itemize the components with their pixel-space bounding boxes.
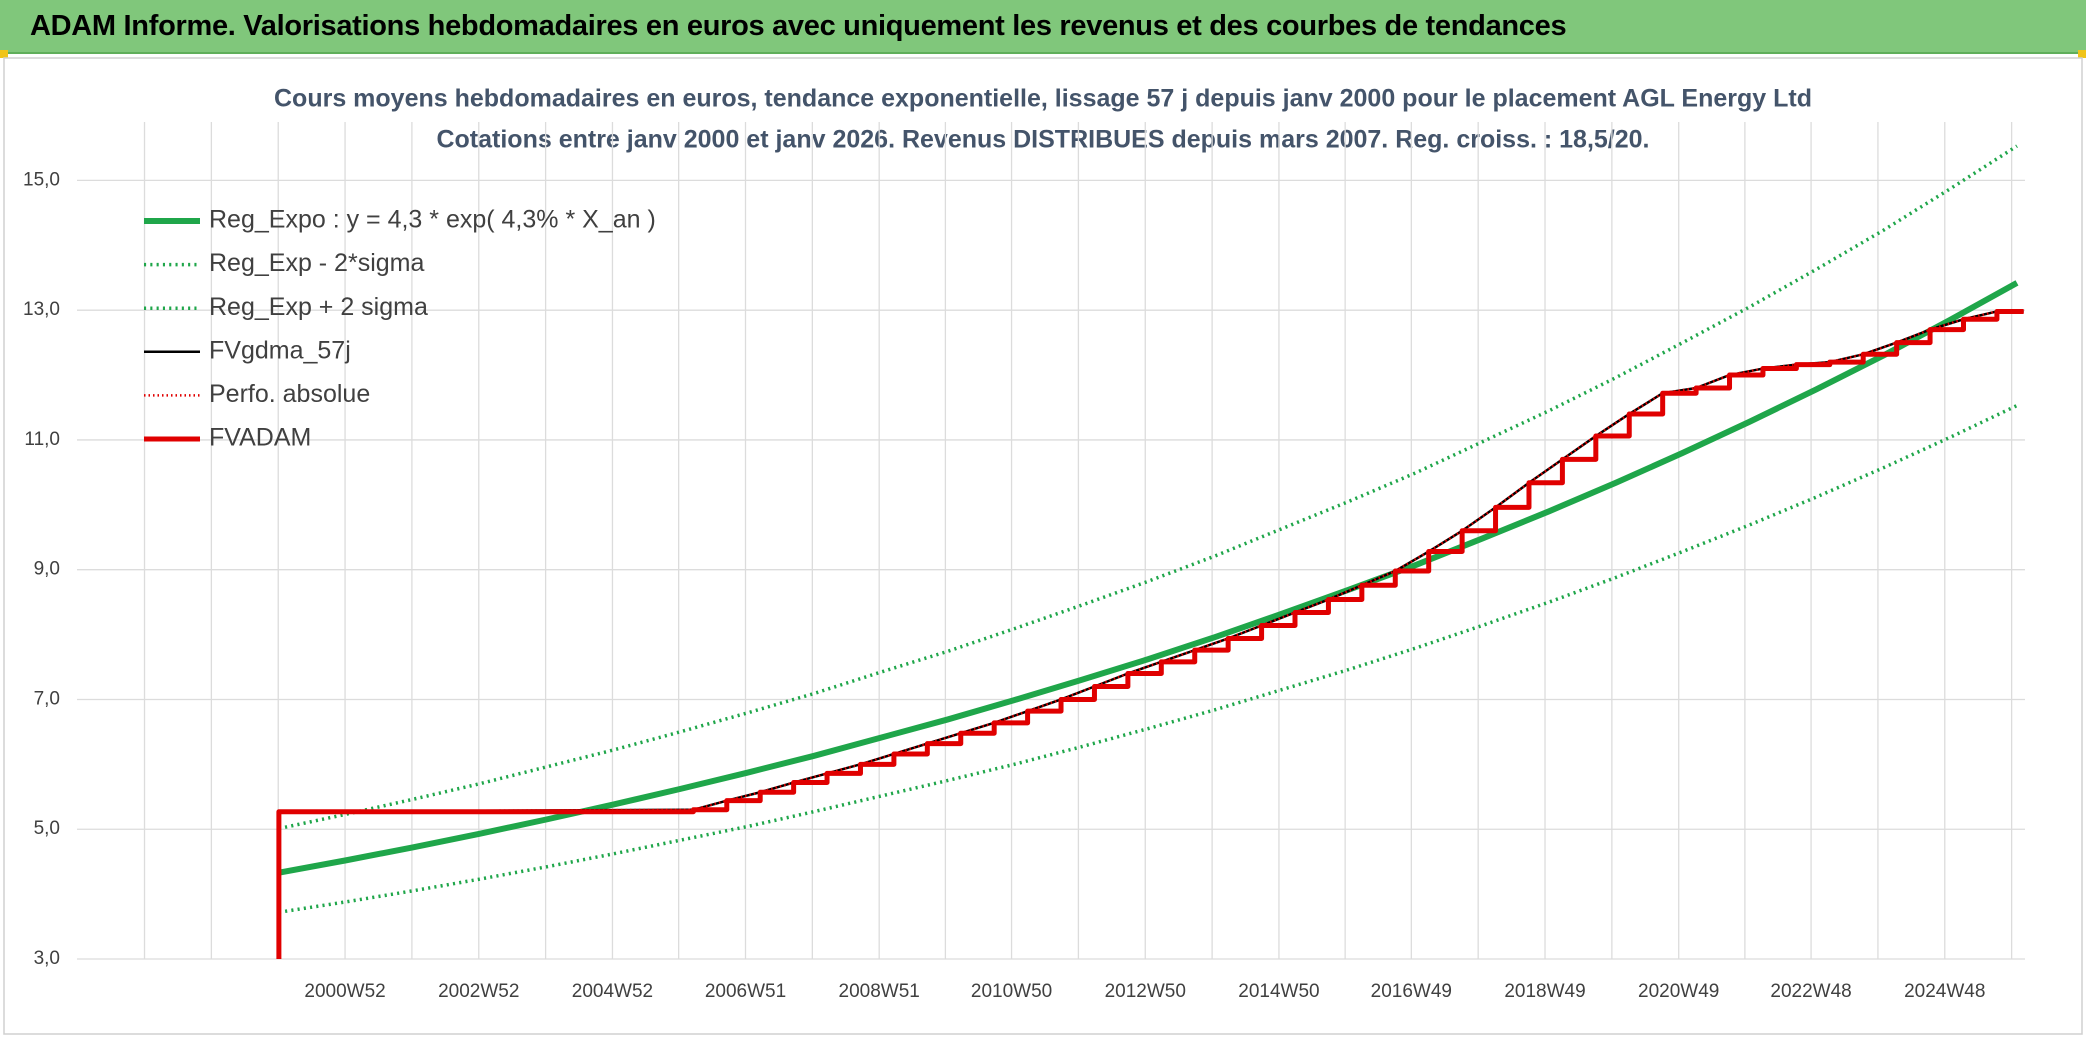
x-tick-label: 2020W49	[1638, 981, 1719, 1002]
chart: Cours moyens hebdomadaires en euros, ten…	[3, 57, 2083, 1035]
chart-title: Cours moyens hebdomadaires en euros, ten…	[274, 85, 1812, 113]
y-tick-label: 9,0	[34, 559, 60, 580]
series-line	[278, 403, 2018, 915]
legend-label: Reg_Expo : y = 4,3 * exp( 4,3% * X_an )	[209, 206, 656, 234]
corner	[0, 50, 8, 58]
legend-label: FVgdma_57j	[209, 336, 351, 364]
header-title: ADAM Informe. Valorisations hebdomadaire…	[30, 10, 1567, 42]
y-tick-label: 13,0	[23, 299, 60, 320]
series-line	[278, 280, 2019, 876]
x-tick-label: 2004W52	[572, 981, 653, 1002]
x-tick-label: 2018W49	[1504, 981, 1585, 1002]
series-line	[278, 144, 2018, 831]
legend-label: FVADAM	[209, 424, 311, 452]
chart-subtitle: Cotations entre janv 2000 et janv 2026. …	[436, 126, 1649, 154]
legend-label: Reg_Exp + 2 sigma	[209, 293, 428, 321]
corner	[2078, 50, 2086, 58]
x-tick-label: 2000W52	[304, 981, 385, 1002]
chart-frame	[3, 57, 2083, 1035]
x-tick-label: 2022W48	[1770, 981, 1851, 1002]
y-tick-label: 3,0	[34, 948, 60, 969]
y-tick-label: 5,0	[34, 818, 60, 839]
legend-label: Perfo. absolue	[209, 380, 370, 408]
x-tick-label: 2012W50	[1105, 981, 1186, 1002]
x-tick-label: 2008W51	[839, 981, 920, 1002]
x-tick-label: 2006W51	[705, 981, 786, 1002]
x-tick-label: 2016W49	[1371, 981, 1452, 1002]
x-tick-label: 2002W52	[438, 981, 519, 1002]
legend-label: Reg_Exp - 2*sigma	[209, 249, 424, 277]
series-line	[276, 308, 2024, 959]
y-tick-label: 15,0	[23, 169, 60, 190]
y-tick-label: 11,0	[24, 429, 60, 450]
x-tick-label: 2014W50	[1238, 981, 1319, 1002]
y-tick-label: 7,0	[34, 688, 60, 709]
x-tick-label: 2024W48	[1904, 981, 1985, 1002]
header-bar: ADAM Informe. Valorisations hebdomadaire…	[0, 0, 2086, 54]
x-tick-label: 2010W50	[971, 981, 1052, 1002]
